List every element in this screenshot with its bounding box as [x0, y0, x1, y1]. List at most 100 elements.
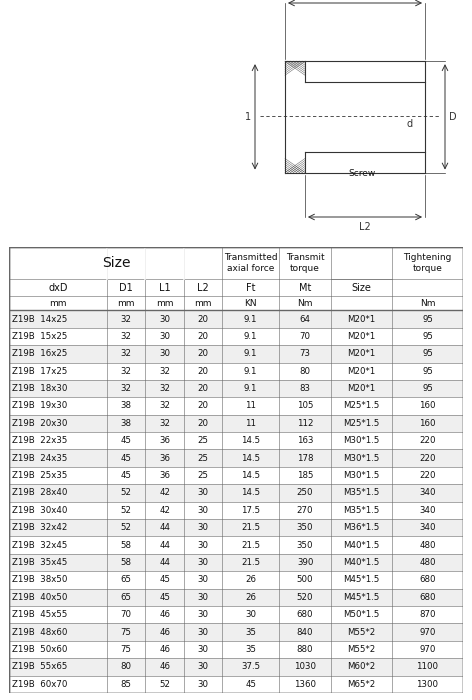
Text: 42: 42	[159, 489, 170, 498]
Bar	[9, 589, 463, 606]
Text: 32: 32	[121, 332, 132, 341]
Text: Mt: Mt	[299, 283, 312, 293]
Text: 112: 112	[297, 419, 313, 428]
Text: 64: 64	[300, 314, 311, 323]
Text: 163: 163	[297, 436, 313, 445]
Text: 44: 44	[159, 558, 170, 567]
Bar	[9, 432, 463, 449]
Text: 1100: 1100	[416, 662, 438, 671]
Text: 46: 46	[159, 610, 170, 620]
Text: Z19B  35x45: Z19B 35x45	[12, 558, 67, 567]
Text: 680: 680	[419, 575, 436, 584]
Text: 500: 500	[297, 575, 313, 584]
Text: M20*1: M20*1	[347, 349, 376, 358]
Bar	[9, 536, 463, 554]
Text: 340: 340	[419, 489, 436, 498]
Text: 25: 25	[198, 436, 209, 445]
Text: Z19B  17x25: Z19B 17x25	[12, 367, 67, 376]
Text: 340: 340	[419, 524, 436, 532]
Text: M40*1.5: M40*1.5	[344, 558, 380, 567]
Text: 11: 11	[245, 419, 256, 428]
Text: Transmitted
axial force: Transmitted axial force	[224, 253, 278, 274]
Text: 220: 220	[419, 471, 436, 480]
Text: M30*1.5: M30*1.5	[344, 454, 380, 463]
Text: 46: 46	[159, 645, 170, 654]
Text: L2: L2	[359, 222, 371, 232]
Bar	[9, 606, 463, 624]
Text: 52: 52	[121, 489, 132, 498]
Text: dxD: dxD	[49, 283, 68, 293]
Text: 20: 20	[198, 349, 209, 358]
Text: 38: 38	[121, 419, 132, 428]
Text: 26: 26	[245, 575, 256, 584]
Text: 30: 30	[198, 645, 209, 654]
Text: 58: 58	[121, 540, 132, 550]
Text: Z19B  22x35: Z19B 22x35	[12, 436, 67, 445]
Text: 36: 36	[159, 454, 170, 463]
Text: 36: 36	[159, 436, 170, 445]
Text: 9.1: 9.1	[244, 332, 258, 341]
Text: 70: 70	[121, 610, 132, 620]
Text: M30*1.5: M30*1.5	[344, 471, 380, 480]
Text: 36: 36	[159, 471, 170, 480]
Text: D1: D1	[119, 283, 133, 293]
Text: 52: 52	[159, 680, 170, 689]
Text: 30: 30	[198, 628, 209, 636]
Text: Z19B  45x55: Z19B 45x55	[12, 610, 67, 620]
Text: 32: 32	[159, 367, 170, 376]
Text: mm: mm	[194, 299, 212, 308]
Text: 11: 11	[245, 402, 256, 410]
Text: 970: 970	[419, 628, 436, 636]
Text: 75: 75	[121, 645, 132, 654]
Text: d: d	[407, 119, 413, 129]
Text: Tightening
torque: Tightening torque	[403, 253, 452, 274]
Text: 44: 44	[159, 540, 170, 550]
Text: 25: 25	[198, 471, 209, 480]
Text: M35*1.5: M35*1.5	[344, 489, 380, 498]
Bar	[9, 398, 463, 414]
Text: 65: 65	[121, 575, 132, 584]
Text: M20*1: M20*1	[347, 314, 376, 323]
Bar	[9, 554, 463, 571]
Text: 680: 680	[297, 610, 313, 620]
Text: 30: 30	[198, 662, 209, 671]
Text: KN: KN	[244, 299, 257, 308]
Text: Z19B  32x45: Z19B 32x45	[12, 540, 67, 550]
Text: 1: 1	[245, 112, 251, 122]
Text: M50*1.5: M50*1.5	[344, 610, 380, 620]
Bar	[9, 676, 463, 693]
Text: 32: 32	[121, 367, 132, 376]
Text: 21.5: 21.5	[241, 558, 260, 567]
Text: mm: mm	[50, 299, 67, 308]
Text: 42: 42	[159, 506, 170, 515]
Text: 840: 840	[297, 628, 313, 636]
Text: 30: 30	[198, 680, 209, 689]
Text: 70: 70	[300, 332, 311, 341]
Text: M30*1.5: M30*1.5	[344, 436, 380, 445]
Text: 185: 185	[297, 471, 313, 480]
Text: 17.5: 17.5	[241, 506, 260, 515]
Bar	[9, 380, 463, 398]
Text: M45*1.5: M45*1.5	[344, 593, 380, 602]
Text: 30: 30	[198, 593, 209, 602]
Text: M25*1.5: M25*1.5	[344, 402, 380, 410]
Text: L1: L1	[159, 283, 170, 293]
Text: mm: mm	[156, 299, 173, 308]
Text: 20: 20	[198, 419, 209, 428]
Text: 30: 30	[198, 575, 209, 584]
Bar	[9, 328, 463, 345]
Bar	[9, 467, 463, 484]
Text: 45: 45	[121, 436, 132, 445]
Text: 45: 45	[159, 575, 170, 584]
Text: Z19B  25x35: Z19B 25x35	[12, 471, 67, 480]
Text: 20: 20	[198, 402, 209, 410]
Text: 38: 38	[121, 402, 132, 410]
Text: 14.5: 14.5	[241, 471, 260, 480]
Text: Size: Size	[352, 283, 371, 293]
Text: 178: 178	[297, 454, 313, 463]
Text: 30: 30	[159, 314, 170, 323]
Bar	[9, 345, 463, 363]
Text: 390: 390	[297, 558, 313, 567]
Bar	[9, 624, 463, 641]
Text: 45: 45	[121, 471, 132, 480]
